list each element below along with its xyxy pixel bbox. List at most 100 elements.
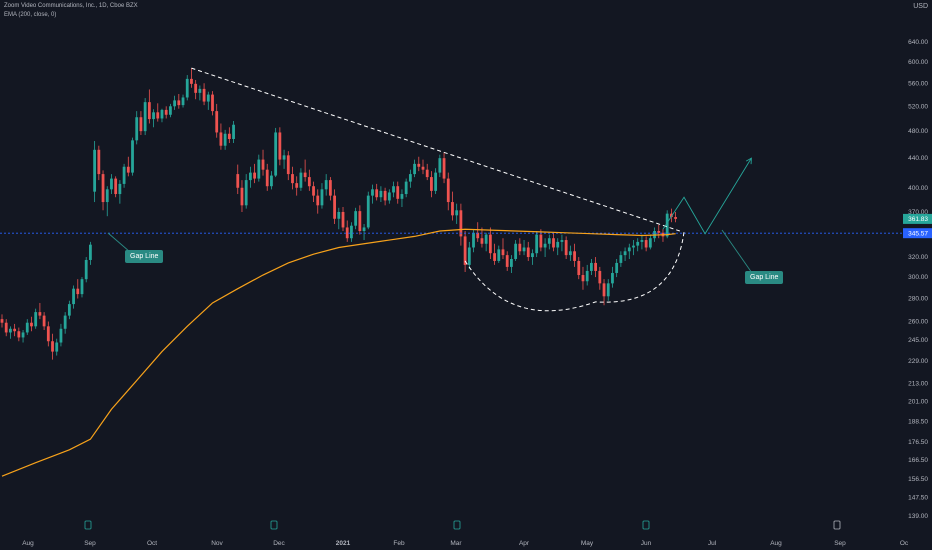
candle-body <box>585 270 589 282</box>
candle-body <box>674 217 677 219</box>
earnings-marker-icon[interactable] <box>833 520 841 530</box>
y-tick-label: 139.00 <box>908 513 928 520</box>
candle-body <box>177 100 181 106</box>
candle-body <box>0 319 4 323</box>
price-tags: 361.83 345.57 <box>903 213 932 239</box>
y-tick-label: 156.50 <box>908 476 928 483</box>
y-tick-label: 176.50 <box>908 439 928 446</box>
candle-body <box>434 172 438 191</box>
candle-body <box>34 312 38 327</box>
gap-line-callout-left: Gap Line <box>125 250 164 263</box>
candle-body <box>371 189 374 196</box>
candle-body <box>328 180 332 196</box>
candle-body <box>341 211 345 228</box>
candle-body <box>215 111 219 133</box>
candle-body <box>543 243 547 248</box>
candle-body <box>615 262 619 273</box>
candle-body <box>206 94 210 102</box>
candle-body <box>126 166 130 173</box>
gap-price-tag <box>903 228 932 239</box>
candle-body <box>156 112 160 119</box>
candle-body <box>211 94 214 112</box>
candle-body <box>463 236 467 265</box>
candle-body <box>169 106 172 115</box>
candle-body <box>270 175 273 187</box>
trendline-dashed[interactable] <box>191 67 680 232</box>
projection-path[interactable] <box>662 157 752 235</box>
candle-body <box>110 178 113 190</box>
ema-line[interactable] <box>1 228 676 477</box>
candle-body <box>223 133 227 146</box>
candle-body <box>602 283 606 297</box>
candle-body <box>152 112 155 120</box>
candle-body <box>59 328 63 343</box>
candle-body <box>337 211 341 219</box>
candle-body <box>9 328 12 333</box>
symbol-title[interactable]: Zoom Video Communications, Inc., 1D, Cbo… <box>4 3 138 9</box>
earnings-marker-icon[interactable] <box>84 520 92 530</box>
y-tick-label: 147.50 <box>908 495 928 502</box>
price-axis[interactable]: 640.00 600.00 560.00 520.00 480.00 440.00 400.… <box>908 39 928 520</box>
candle-body <box>282 155 286 160</box>
earnings-marker-icon[interactable] <box>270 520 278 530</box>
candle-body <box>404 181 408 195</box>
x-tick-label: Aug <box>770 540 782 547</box>
candle-body <box>312 186 315 196</box>
earnings-marker-icon[interactable] <box>453 520 461 530</box>
candle-body <box>131 140 134 173</box>
candle-body <box>21 332 25 338</box>
x-tick-label: Nov <box>211 540 223 547</box>
candle-body <box>408 174 412 182</box>
candle-body <box>105 189 109 203</box>
candle-body <box>67 304 71 316</box>
candle-body <box>366 195 370 228</box>
candle-body <box>556 241 560 248</box>
candle-body <box>265 169 269 187</box>
candle-body <box>611 272 614 284</box>
candle-body <box>202 88 206 102</box>
cup-arc-dashed[interactable] <box>464 231 685 312</box>
candle-body <box>362 227 366 232</box>
y-tick-label: 370.00 <box>908 209 928 216</box>
candle-body <box>84 259 88 280</box>
candle-body <box>430 177 433 191</box>
candle-body <box>510 258 513 267</box>
candle-body <box>472 232 475 248</box>
y-tick-label: 213.00 <box>908 380 928 387</box>
indicator-legend[interactable]: EMA (200, close, 0) <box>4 12 57 18</box>
currency-label: USD <box>913 3 928 10</box>
callout-pointer-left <box>107 232 131 253</box>
candle-body <box>257 159 261 179</box>
candle-body <box>387 192 391 201</box>
candle-body <box>522 247 526 252</box>
candle-body <box>467 247 471 265</box>
candle-body <box>484 234 488 244</box>
candle-body <box>480 238 484 244</box>
x-tick-label: Oct <box>147 540 157 547</box>
candle-body <box>173 100 177 107</box>
candle-body <box>505 255 509 267</box>
candle-body <box>531 253 534 258</box>
candle-body <box>324 180 328 190</box>
candle-body <box>76 288 80 295</box>
candle-body <box>350 225 353 239</box>
candle-body <box>299 172 303 188</box>
candle-body <box>143 102 147 132</box>
candle-body <box>194 83 198 93</box>
candle-body <box>590 262 593 271</box>
candle-body <box>396 186 400 199</box>
candle-body <box>227 133 231 140</box>
time-axis[interactable]: Aug Sep Oct Nov Dec 2021 Feb Mar Apr May Jun Jul Aug… <box>22 520 909 547</box>
candle-body <box>198 88 202 93</box>
candle-body <box>459 210 463 237</box>
candle-body <box>72 288 75 305</box>
candle-body <box>568 251 572 256</box>
candle-body <box>547 238 551 244</box>
earnings-marker-icon[interactable] <box>642 520 650 530</box>
candle-body <box>253 172 256 179</box>
candle-body <box>594 262 598 271</box>
candle-body <box>632 245 635 248</box>
candle-body <box>114 178 118 195</box>
candle-body <box>623 251 627 256</box>
